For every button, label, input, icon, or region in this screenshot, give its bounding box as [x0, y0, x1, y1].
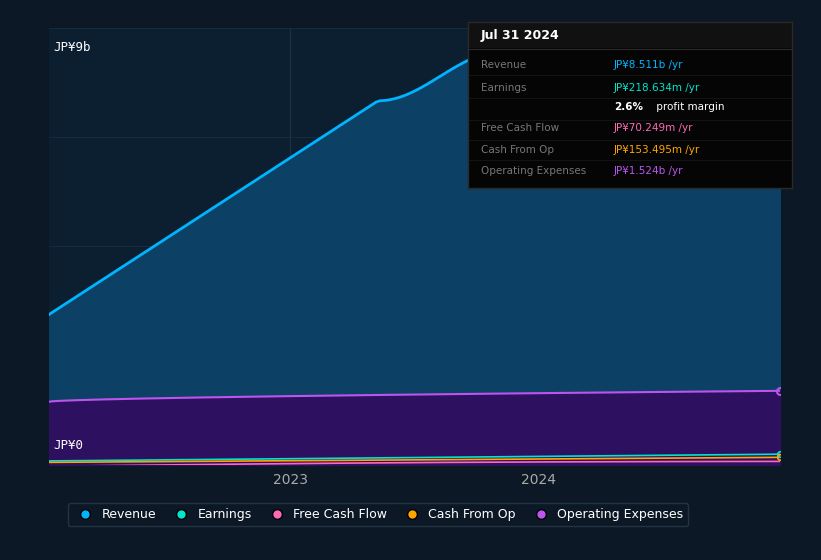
Text: JP¥9b: JP¥9b [53, 41, 90, 54]
Text: Jul 31 2024: Jul 31 2024 [481, 29, 560, 42]
Text: JP¥218.634m /yr: JP¥218.634m /yr [614, 83, 700, 94]
Bar [468, 22, 792, 47]
Text: Earnings: Earnings [481, 83, 526, 94]
Text: Free Cash Flow: Free Cash Flow [481, 123, 559, 133]
Text: Revenue: Revenue [481, 60, 526, 71]
Text: 2.6%: 2.6% [614, 102, 643, 111]
Text: JP¥70.249m /yr: JP¥70.249m /yr [614, 123, 694, 133]
Text: JP¥1.524b /yr: JP¥1.524b /yr [614, 166, 683, 176]
Text: JP¥8.511b /yr: JP¥8.511b /yr [614, 60, 683, 71]
Text: Operating Expenses: Operating Expenses [481, 166, 586, 176]
Text: profit margin: profit margin [653, 102, 724, 111]
Text: Cash From Op: Cash From Op [481, 144, 554, 155]
Text: JP¥0: JP¥0 [53, 438, 83, 452]
Legend: Revenue, Earnings, Free Cash Flow, Cash From Op, Operating Expenses: Revenue, Earnings, Free Cash Flow, Cash … [68, 503, 688, 526]
Text: JP¥153.495m /yr: JP¥153.495m /yr [614, 144, 700, 155]
